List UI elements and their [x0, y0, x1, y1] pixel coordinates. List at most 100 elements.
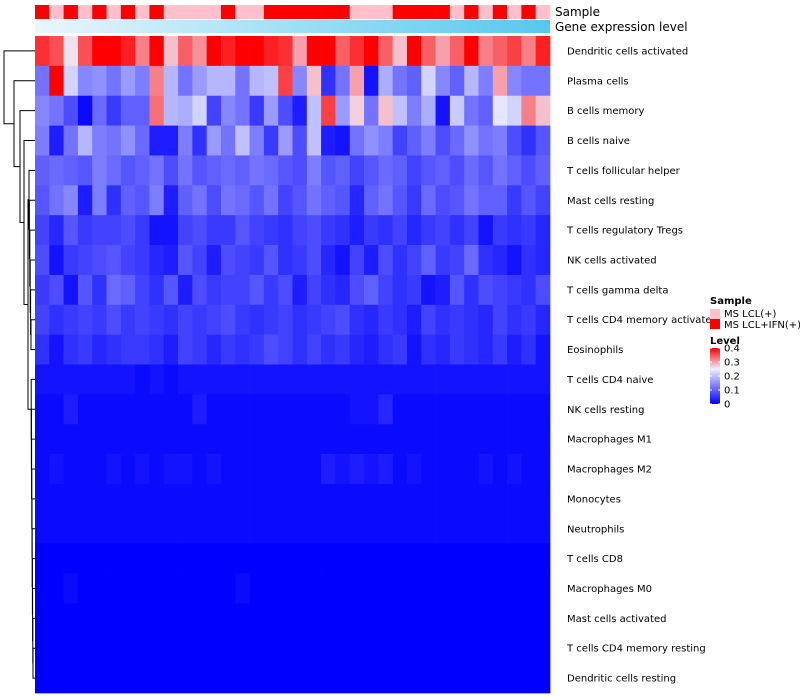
heatmap-cell	[492, 125, 508, 156]
sample-annotation-cell	[421, 5, 436, 19]
heatmap-cell	[292, 543, 308, 574]
heatmap-cell	[392, 364, 408, 395]
heatmap-cell	[249, 304, 265, 335]
heatmap-cell	[364, 633, 379, 664]
level-colorbar	[710, 348, 720, 404]
heatmap-cell	[292, 424, 308, 455]
heatmap-cell	[192, 543, 208, 574]
heatmap-cell	[106, 364, 122, 395]
dendrogram-branch	[31, 528, 35, 588]
heatmap-cell	[192, 65, 208, 97]
heatmap-cell	[521, 483, 537, 515]
heatmap-cell	[321, 215, 336, 246]
heatmap-cell	[120, 663, 136, 694]
heatmap-cell	[349, 65, 365, 97]
heatmap-cell	[435, 513, 451, 545]
heatmap-cell	[192, 304, 208, 335]
heatmap-cell	[249, 364, 265, 395]
heatmap-cell	[77, 125, 93, 156]
heatmap-cell	[92, 95, 107, 126]
heatmap-cell	[178, 394, 193, 425]
heatmap-cell	[220, 185, 236, 216]
heatmap-cell	[63, 245, 79, 276]
heatmap-cell	[521, 513, 537, 545]
heatmap-cell	[178, 573, 193, 604]
heatmap-cell	[63, 36, 79, 67]
heatmap-cell	[235, 125, 250, 156]
heatmap-cell	[521, 633, 537, 664]
heatmap-cell	[449, 603, 465, 634]
heatmap-cell	[507, 424, 522, 455]
heatmap-cell	[77, 334, 93, 365]
heatmap-cell	[120, 36, 136, 67]
sample-annotation-bar	[35, 5, 551, 19]
heatmap-cell	[392, 215, 408, 246]
heatmap-cell	[206, 155, 222, 186]
heatmap-cell	[335, 663, 351, 694]
heatmap-cell	[135, 274, 150, 306]
heatmap-cell	[349, 483, 365, 515]
heatmap-cell	[220, 95, 236, 126]
heatmap-cell	[521, 36, 537, 67]
heatmap-cell	[521, 454, 537, 485]
gene-expression-label: Gene expression level	[555, 20, 688, 34]
heatmap-cell	[321, 274, 336, 306]
heatmap-cell	[364, 483, 379, 515]
heatmap-cell	[321, 633, 336, 664]
heatmap-cell	[449, 245, 465, 276]
heatmap-cell	[349, 245, 365, 276]
heatmap-cell	[378, 424, 393, 455]
heatmap-cell	[178, 663, 193, 694]
heatmap-cell	[492, 95, 508, 126]
heatmap-cell	[92, 483, 107, 515]
heatmap-cell	[178, 424, 193, 455]
heatmap-cell	[378, 304, 393, 335]
sample-annotation-cell	[178, 5, 193, 19]
heatmap-cell	[149, 36, 165, 67]
heatmap-cell	[49, 543, 64, 574]
heatmap-cell	[235, 215, 250, 246]
heatmap-cell	[77, 424, 93, 455]
heatmap-cell	[321, 155, 336, 186]
heatmap-cell	[135, 304, 150, 335]
heatmap-cell	[521, 394, 537, 425]
heatmap-cell	[163, 633, 179, 664]
heatmap-cell	[478, 364, 494, 395]
sample-annotation-cell	[120, 5, 136, 19]
heatmap-cell	[306, 424, 322, 455]
heatmap-cell	[149, 603, 165, 634]
heatmap-cell	[464, 125, 479, 156]
heatmap-cell	[349, 633, 365, 664]
heatmap-cell	[364, 424, 379, 455]
heatmap-cell	[263, 364, 279, 395]
heatmap-cell	[249, 394, 265, 425]
heatmap-cell	[206, 334, 222, 365]
heatmap-cell	[421, 95, 436, 126]
heatmap-cell	[106, 513, 122, 545]
heatmap-cell	[35, 304, 50, 335]
heatmap-cell	[364, 125, 379, 156]
heatmap-cell	[292, 95, 308, 126]
heatmap-cell	[392, 274, 408, 306]
sample-annotation-cell	[378, 5, 393, 19]
row-label: T cells CD4 memory resting	[566, 644, 706, 655]
heatmap-cell	[364, 185, 379, 216]
heatmap-cell	[435, 603, 451, 634]
heatmap-cell	[492, 215, 508, 246]
heatmap-cell	[135, 36, 150, 67]
heatmap-cell	[178, 364, 193, 395]
heatmap-cell	[63, 483, 79, 515]
sample-annotation-cell	[263, 5, 279, 19]
heatmap-cell	[435, 36, 451, 67]
heatmap-cell	[464, 663, 479, 694]
heatmap-cell	[464, 364, 479, 395]
sample-legend-title: Sample	[710, 296, 752, 307]
heatmap-cell	[321, 513, 336, 545]
heatmap-cell	[235, 633, 250, 664]
heatmap-cell	[220, 603, 236, 634]
heatmap-cell	[521, 274, 537, 306]
heatmap-cell	[392, 304, 408, 335]
heatmap-cell	[235, 245, 250, 276]
heatmap-cell	[249, 185, 265, 216]
level-tick-label: 0.1	[724, 386, 740, 397]
